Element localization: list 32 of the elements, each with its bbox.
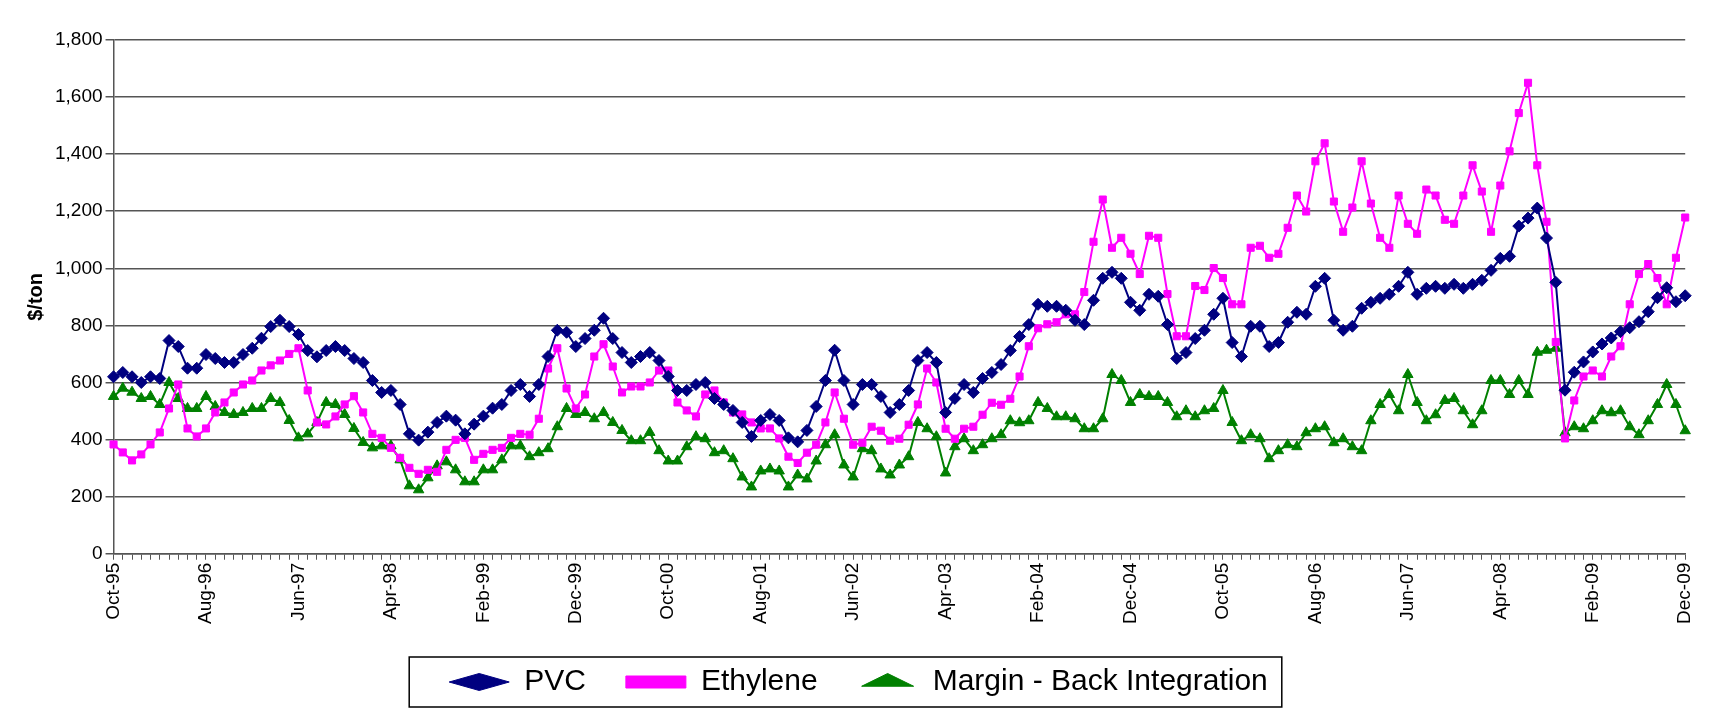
- x-tick-label: Apr-08: [1488, 562, 1510, 620]
- x-tick-label: Aug-06: [1303, 562, 1325, 625]
- y-tick-label: 1,800: [55, 28, 103, 50]
- x-tick-label: Jun-02: [841, 562, 863, 621]
- x-tick-label: Dec-04: [1118, 562, 1140, 624]
- y-tick-label: 200: [70, 484, 103, 506]
- y-axis-title: $/ton: [23, 272, 46, 321]
- y-tick-label: 1,200: [55, 199, 103, 221]
- x-tick-label: Jun-97: [286, 562, 308, 621]
- x-tick-label: Feb-04: [1026, 562, 1048, 623]
- legend-label: PVC: [524, 663, 586, 697]
- x-tick-label: Oct-05: [1211, 562, 1233, 620]
- x-tick-label: Oct-95: [101, 562, 123, 620]
- y-tick-label: 400: [70, 427, 103, 449]
- x-tick-label: Aug-96: [194, 562, 216, 625]
- y-tick-label: 1,400: [55, 142, 103, 164]
- x-tick-label: Feb-09: [1580, 562, 1602, 623]
- y-tick-label: 1,000: [55, 256, 103, 278]
- y-tick-label: 600: [70, 370, 103, 392]
- x-tick-label: Feb-99: [471, 562, 493, 623]
- x-tick-label: Dec-99: [564, 562, 586, 624]
- x-tick-label: Apr-03: [933, 562, 955, 620]
- x-tick-label: Apr-98: [379, 562, 401, 620]
- x-tick-label: Jun-07: [1396, 562, 1418, 621]
- y-tick-label: 0: [91, 541, 103, 563]
- x-tick-label: Dec-09: [1673, 562, 1695, 624]
- y-tick-label: 1,600: [55, 85, 103, 107]
- x-tick-label: Oct-00: [656, 562, 678, 620]
- y-tick-label: 800: [70, 313, 103, 335]
- legend-label: Ethylene: [700, 663, 818, 697]
- legend-label: Margin - Back Integration: [932, 663, 1268, 697]
- x-tick-label: Aug-01: [748, 562, 770, 625]
